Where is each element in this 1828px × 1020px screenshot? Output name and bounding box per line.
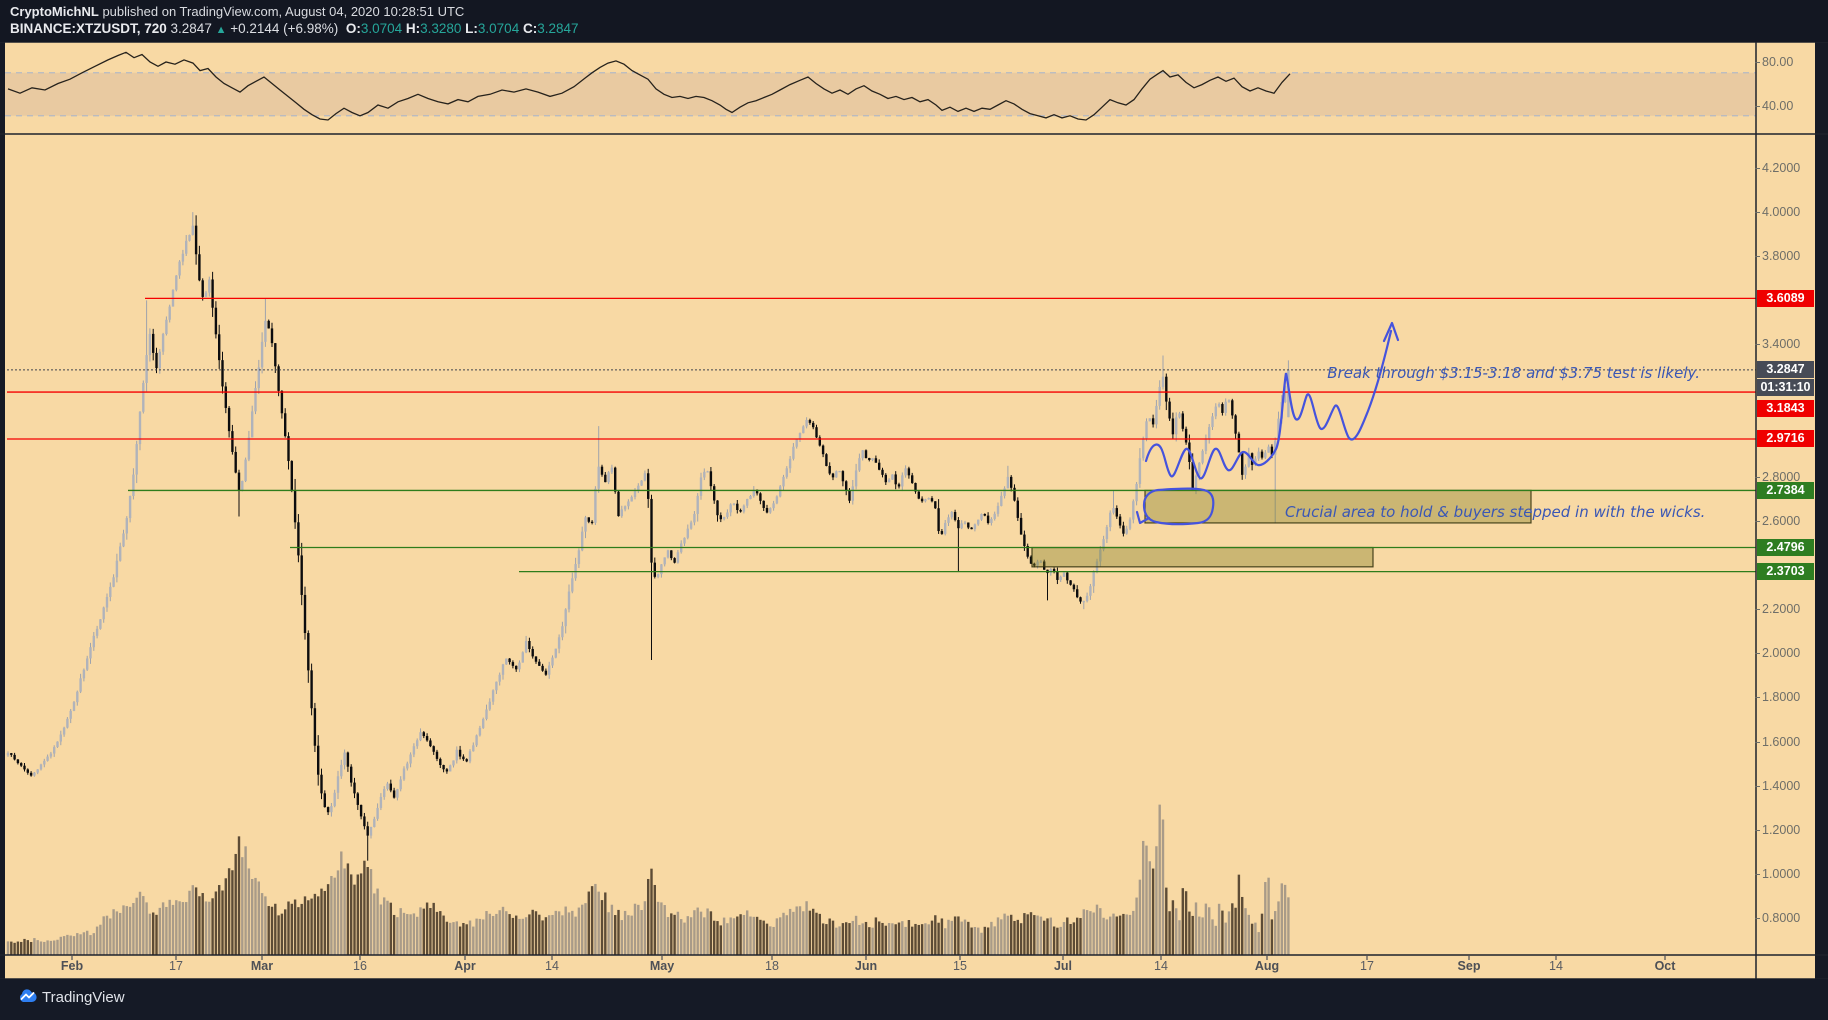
symbol-interval[interactable]: BINANCE:XTZUSDT, 720	[10, 21, 167, 36]
time-tick-label: 18	[765, 959, 779, 973]
rsi-tick-label: 80.00	[1755, 54, 1814, 70]
header: CryptoMichNL published on TradingView.co…	[0, 0, 1828, 42]
price-tick-label: 2.0000	[1755, 645, 1814, 661]
high-value: 3.3280	[420, 21, 466, 36]
price-tick-label: 4.2000	[1755, 160, 1814, 176]
candlesticks	[6, 212, 1290, 861]
price-tick-label: 2.6000	[1755, 513, 1814, 529]
hand-drawn-annotations[interactable]	[1135, 321, 1400, 526]
byline: CryptoMichNL published on TradingView.co…	[10, 4, 464, 19]
price-line-label: 3.6089	[1757, 289, 1814, 307]
time-tick-label: 14	[1549, 959, 1563, 973]
time-tick-label: 16	[353, 959, 367, 973]
publish-info: published on TradingView.com, August 04,…	[98, 4, 465, 19]
close-label: C:	[522, 21, 538, 36]
price-tick-label: 3.4000	[1755, 336, 1814, 352]
time-tick-label: 14	[1154, 959, 1168, 973]
time-tick-label: Jun	[854, 959, 878, 973]
time-tick-label: Mar	[250, 959, 274, 973]
volume-bars	[6, 804, 1290, 955]
price-line-label: 2.7384	[1757, 481, 1814, 499]
time-tick-label: Apr	[454, 959, 476, 973]
symbol-row: BINANCE:XTZUSDT, 720 3.2847 ▲ +0.2144 (+…	[10, 21, 579, 36]
low-value: 3.0704	[477, 21, 523, 36]
price-tick-label: 3.8000	[1755, 248, 1814, 264]
price-tick-label: 0.8000	[1755, 910, 1814, 926]
time-tick-label: Jul	[1053, 959, 1073, 973]
time-tick-label: Oct	[1654, 959, 1676, 973]
price-line-label: 2.4796	[1757, 539, 1814, 557]
price-change: +0.2144 (+6.98%)	[226, 21, 346, 36]
author-name: CryptoMichNL	[10, 4, 99, 19]
price-tick-label: 2.8000	[1755, 469, 1814, 485]
wick-zone-circle[interactable]	[1142, 487, 1215, 526]
footer: TradingView	[0, 979, 1828, 1020]
time-tick-label: 14	[545, 959, 559, 973]
time-tick-label: Feb	[60, 959, 84, 973]
annotation-support-text[interactable]: Crucial area to hold & buyers stepped in…	[1285, 503, 1706, 521]
rsi-tick-label: 40.00	[1755, 98, 1814, 114]
time-tick-label: 15	[953, 959, 967, 973]
price-tick-label: 1.0000	[1755, 866, 1814, 882]
price-tick-label: 1.2000	[1755, 822, 1814, 838]
tradingview-logo-icon[interactable]	[16, 986, 40, 1010]
brand-name[interactable]: TradingView	[42, 989, 125, 1006]
time-tick-label: 17	[1360, 959, 1374, 973]
time-tick-label: Aug	[1254, 959, 1280, 973]
time-tick-label: May	[649, 959, 675, 973]
price-line-label: 2.9716	[1757, 430, 1814, 448]
price-tick-label: 1.8000	[1755, 689, 1814, 705]
last-price-label: 3.2847	[1757, 361, 1814, 379]
price-line-label: 3.1843	[1757, 399, 1814, 417]
low-label: L:	[465, 21, 478, 36]
close-value: 3.2847	[537, 21, 579, 36]
time-tick-label: 17	[169, 959, 183, 973]
annotation-breakout-text[interactable]: Break through $3.15-3.18 and $3.75 test …	[1327, 364, 1700, 382]
up-arrow-icon: ▲	[215, 24, 227, 36]
open-label: O:	[345, 21, 361, 36]
chart-background	[0, 42, 1828, 979]
header-last-price: 3.2847	[166, 21, 216, 36]
arrow-down-icon	[1135, 510, 1151, 525]
price-line-label: 2.3703	[1757, 563, 1814, 581]
open-value: 3.0704	[360, 21, 406, 36]
high-label: H:	[405, 21, 421, 36]
arrow-up-icon	[1382, 321, 1400, 343]
price-tick-label: 1.4000	[1755, 778, 1814, 794]
price-tick-label: 1.6000	[1755, 734, 1814, 750]
countdown-label: 01:31:10	[1757, 379, 1814, 397]
time-tick-label: Sep	[1457, 959, 1481, 973]
price-tick-label: 4.0000	[1755, 204, 1814, 220]
squiggle-projection-path[interactable]	[1144, 329, 1393, 480]
price-tick-label: 2.2000	[1755, 601, 1814, 617]
